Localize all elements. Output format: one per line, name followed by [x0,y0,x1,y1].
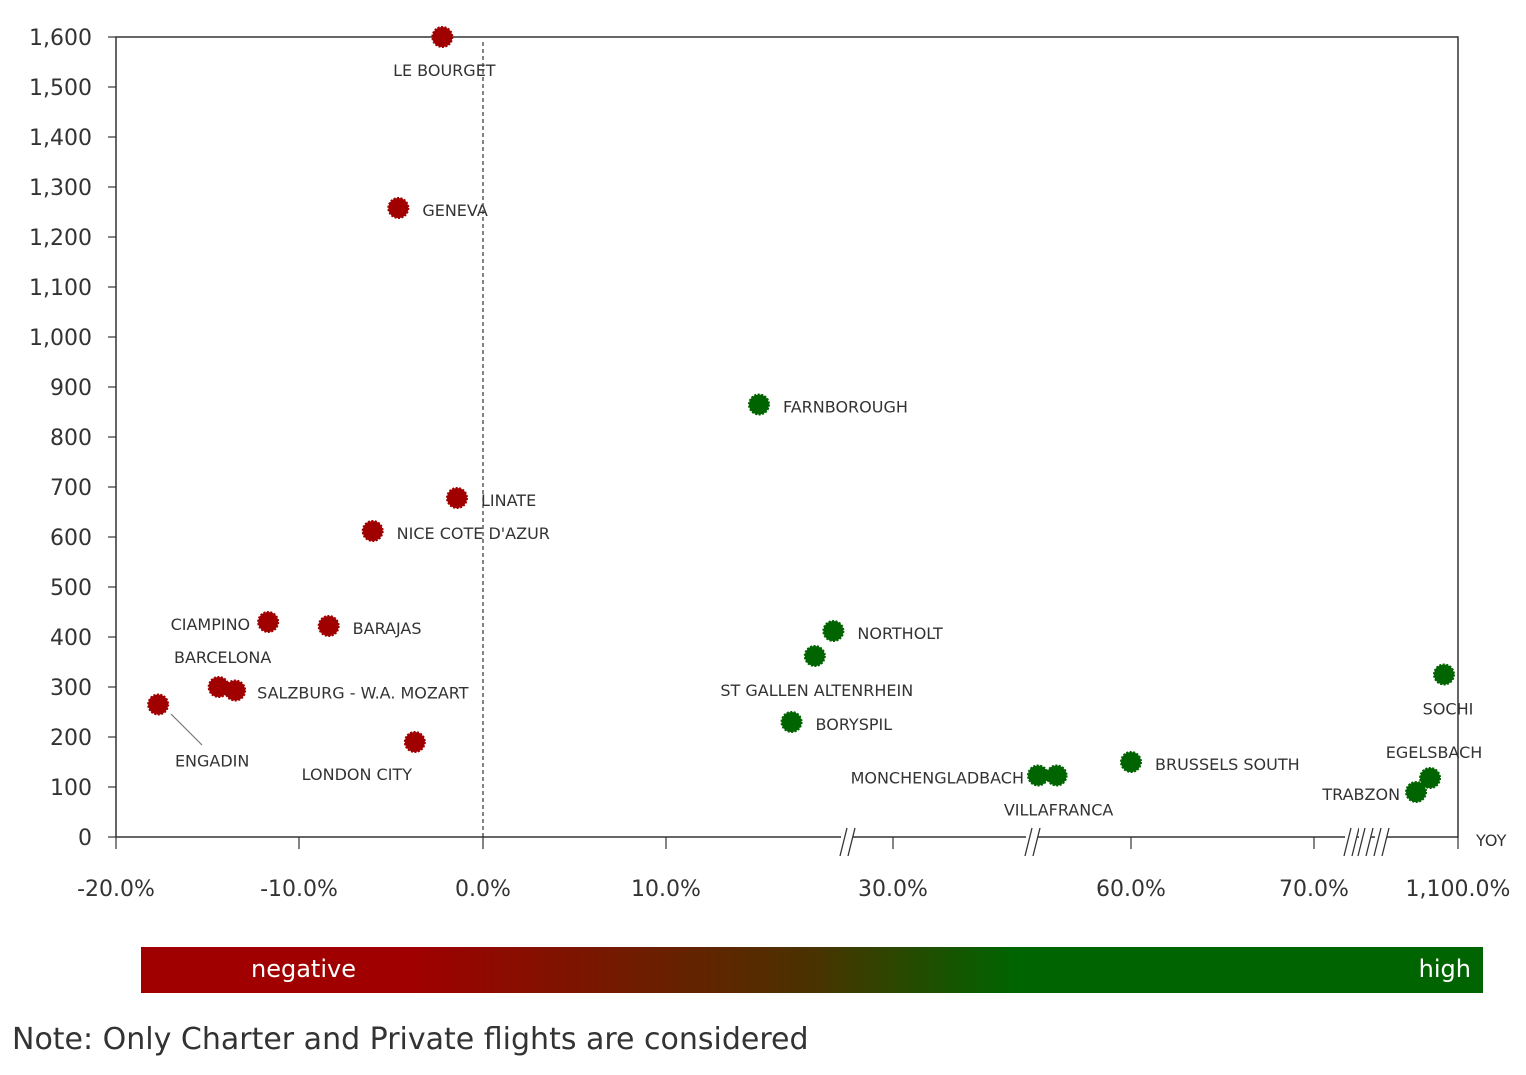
point-label: SALZBURG - W.A. MOZART [257,684,469,703]
point-label: VILLAFRANCA [1004,801,1114,820]
y-tick-label: 800 [50,426,92,451]
y-tick-label: 700 [50,476,92,501]
break-slash [1032,827,1041,857]
x-tick-label: 60.0% [1096,877,1166,902]
data-point [748,393,770,416]
point-label: TRABZON [1321,785,1400,804]
point-label: ENGADIN [175,752,249,771]
data-point [403,731,426,753]
x-tick-label: 30.0% [858,877,928,902]
break-slash [1351,827,1360,857]
y-tick-label: 300 [50,676,92,701]
data-point [257,611,280,633]
break-slash [847,827,856,857]
point-label: NORTHOLT [857,624,943,643]
y-tick-label: 1,400 [29,126,92,151]
point-label: GENEVA [422,201,488,220]
axis-break-marks [839,827,1390,857]
y-tick-label: 600 [50,526,92,551]
point-label: LE BOURGET [393,61,496,80]
break-slash [1373,827,1382,857]
x-tick-label: 1,100.0% [1406,877,1511,902]
break-slash [1024,827,1033,857]
y-tick-label: 1,300 [29,176,92,201]
point-label: LINATE [481,491,536,510]
y-tick-label: 0 [78,826,92,851]
legend-negative-label: negative [251,955,356,983]
data-point [207,676,230,698]
y-tick-label: 900 [50,376,92,401]
scatter-chart: 0 100 200 300 400 500 600 700 800 900 1,000 1,100 1,… [29,26,1510,902]
point-label: BRUSSELS SOUTH [1155,755,1300,774]
data-point [1120,751,1142,773]
data-point [1433,663,1456,686]
y-tick-label: 1,500 [29,76,92,101]
y-tick-label: 400 [50,626,92,651]
data-point [822,620,845,642]
point-label: BARCELONA [174,648,271,667]
data-point [317,615,340,637]
x-tick-label: 70.0% [1279,877,1349,902]
point-label: SOCHI [1423,700,1474,719]
point-label: BORYSPIL [816,715,893,734]
plot-area [115,36,1459,838]
point-label: BARAJAS [353,619,422,638]
point-label: EGELSBACH [1386,743,1483,762]
point-label: FARNBOROUGH [783,398,908,417]
break-slash [1343,827,1352,857]
data-point [1405,781,1428,803]
point-label: NICE COTE D'AZUR [397,524,550,543]
point-label: ST GALLEN ALTENRHEIN [720,681,913,700]
footnote: Note: Only Charter and Private flights a… [12,1022,809,1057]
data-point [446,487,468,509]
data-point [224,679,247,702]
x-tick-label: 10.0% [631,877,701,902]
y-tick-label: 100 [50,776,92,801]
y-tick-label: 1,600 [29,26,92,51]
data-point [803,645,826,667]
legend-gradient-bar: negative high [141,947,1483,993]
engadin-leader-line [170,713,203,746]
y-axis: 0 100 200 300 400 500 600 700 800 900 1,000 1,100 1,… [29,26,116,851]
data-point [387,197,410,219]
legend-high-label: high [1418,955,1471,983]
x-tick-label: -10.0% [260,877,338,902]
break-slash [839,827,848,857]
y-tick-label: 1,100 [29,276,92,301]
data-point [1419,767,1442,789]
point-label: MONCHENGLADBACH [851,769,1024,788]
data-points: LE BOURGET GENEVA LINATE NICE COTE D'AZUR CI… [147,26,1483,820]
break-slash [1357,827,1366,857]
y-tick-label: 500 [50,576,92,601]
y-tick-label: 1,000 [29,326,92,351]
data-point [431,26,454,48]
x-tick-label: 0.0% [455,877,511,902]
x-axis: -20.0% -10.0% 0.0% 10.0% 30.0% 60.0% 70.0% 1,10… [77,837,1510,902]
y-tick-label: 1,200 [29,226,92,251]
x-axis-label: YOY [1475,831,1507,850]
data-point [780,711,803,733]
point-label: CIAMPINO [171,615,251,634]
data-point [1027,764,1049,787]
data-point [361,520,384,542]
point-label: LONDON CITY [302,765,413,784]
x-tick-label: -20.0% [77,877,155,902]
y-tick-label: 200 [50,726,92,751]
break-slash [1381,827,1390,857]
data-point [1045,764,1068,787]
break-slash [1365,827,1374,857]
data-point [147,693,170,716]
